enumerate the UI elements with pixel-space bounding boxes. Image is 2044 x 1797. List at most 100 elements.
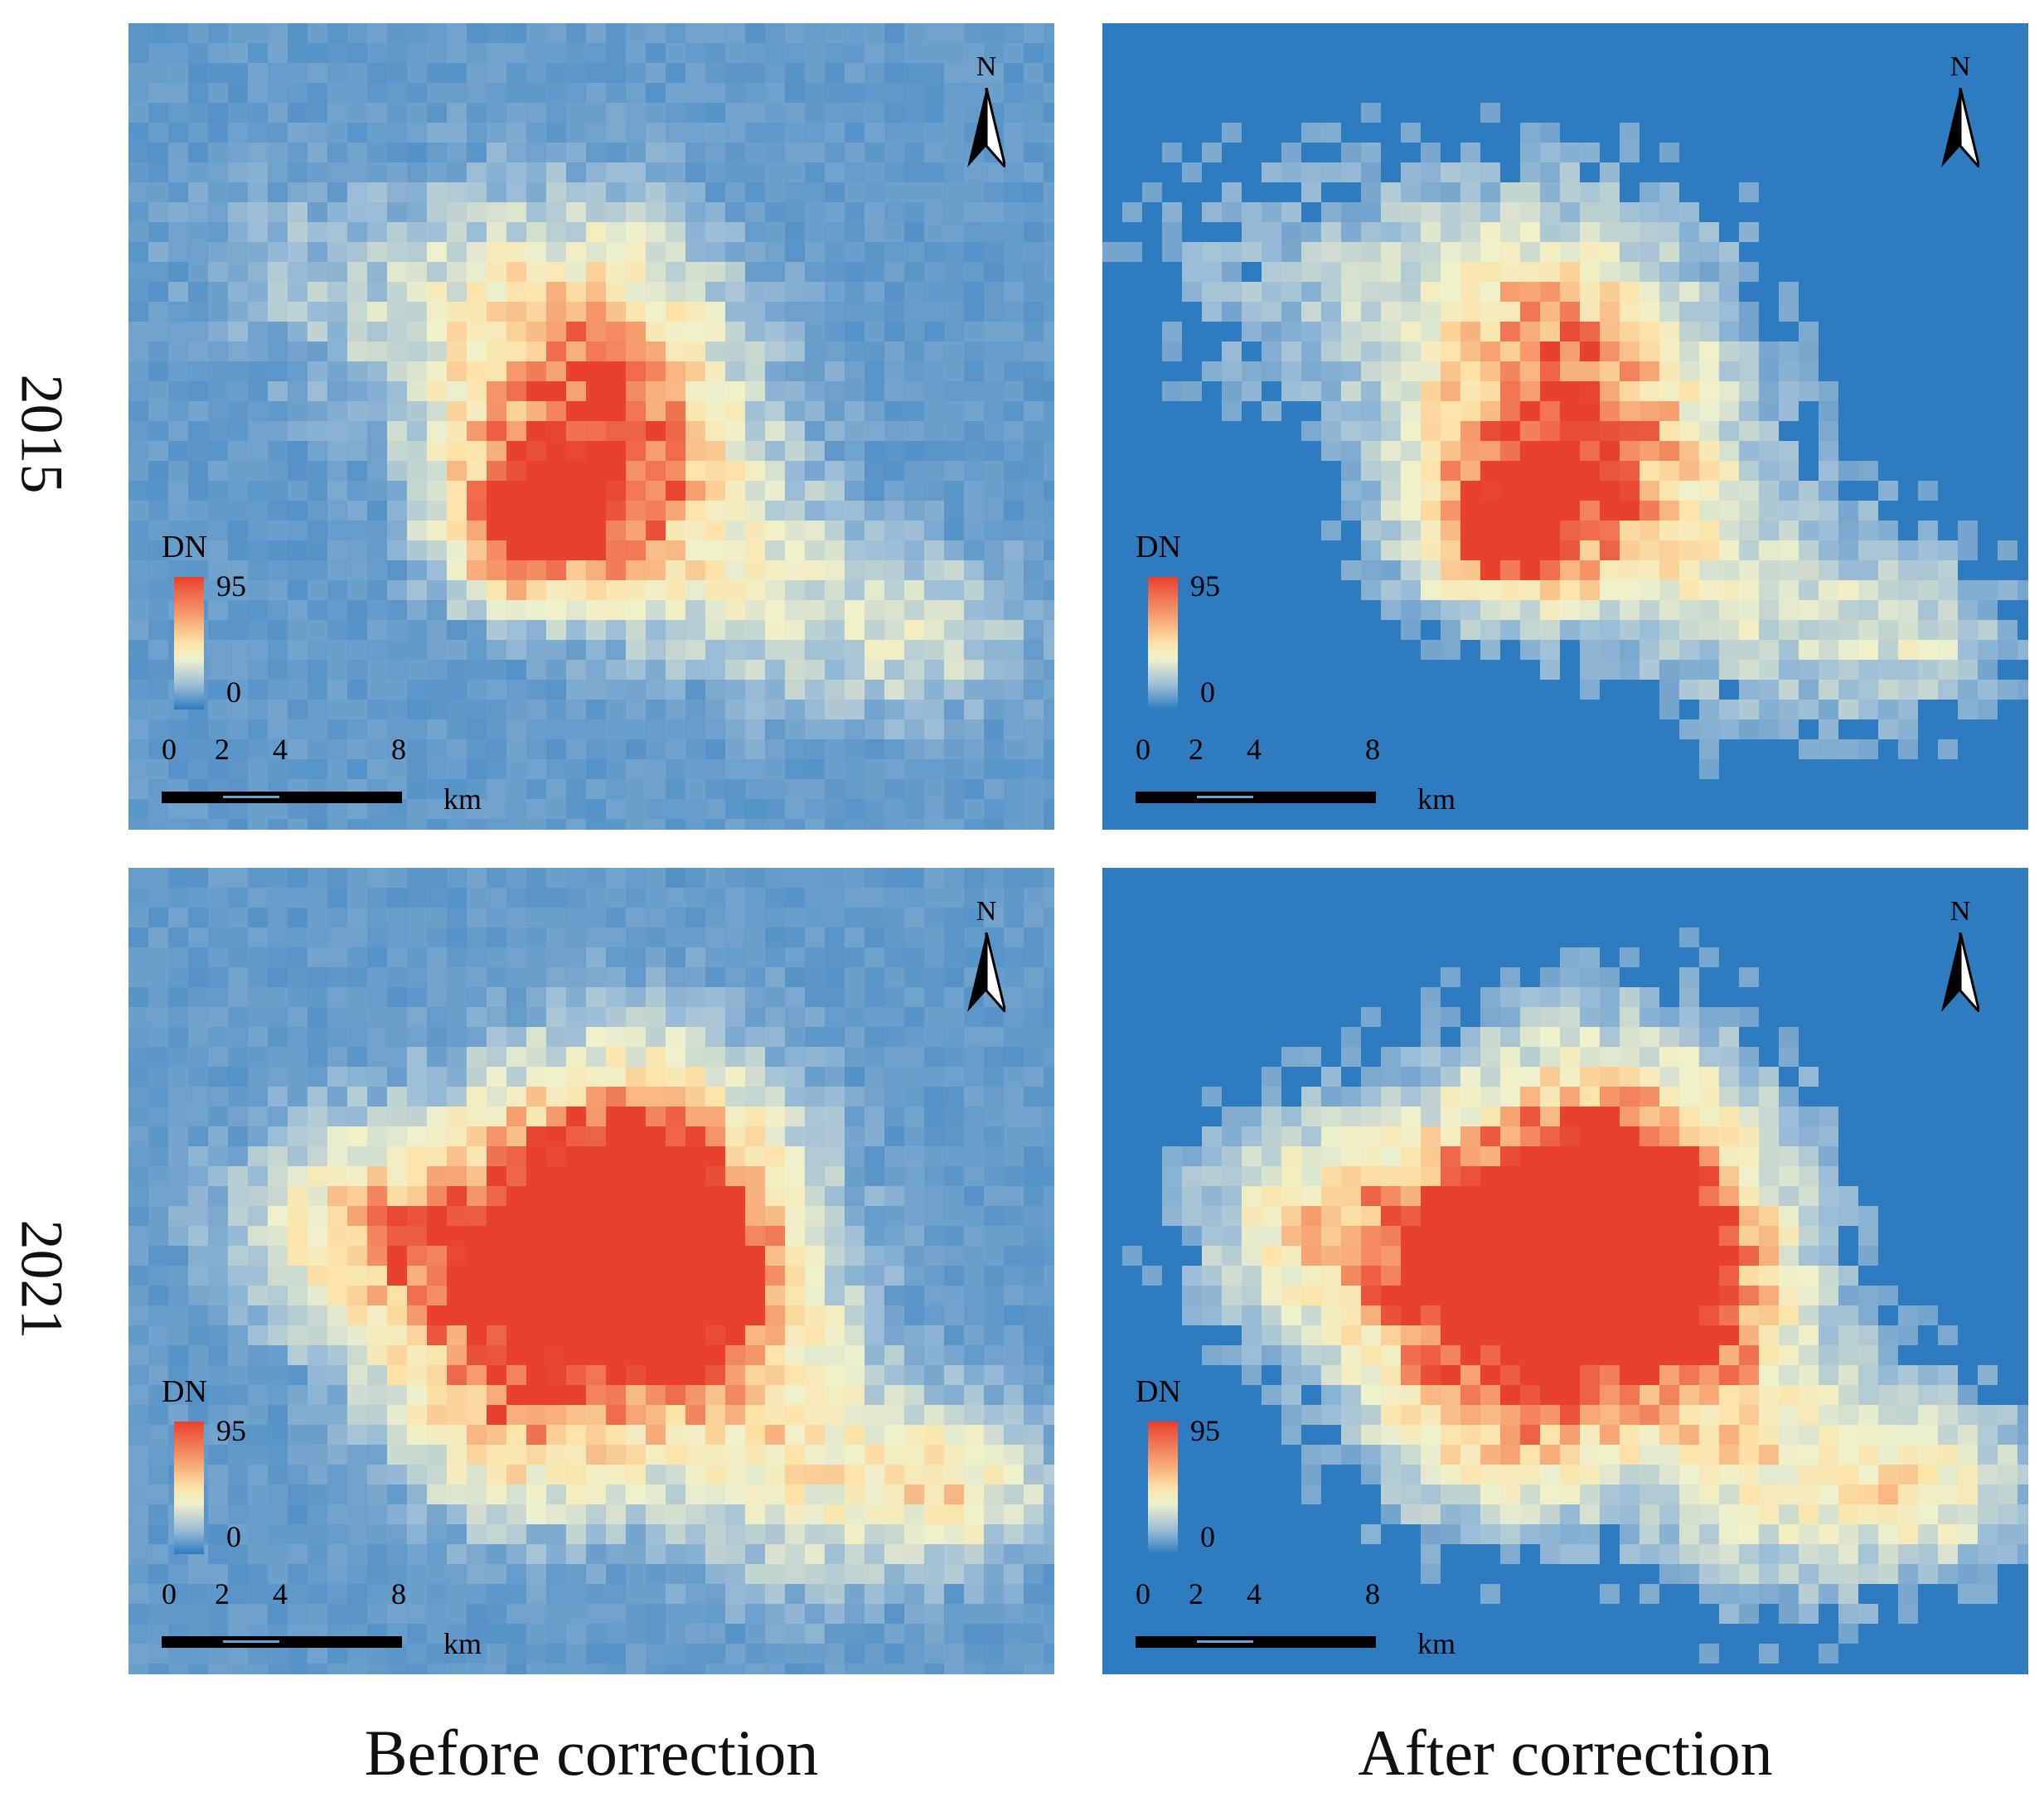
raster-cell (506, 1385, 526, 1405)
raster-cell (1480, 421, 1500, 441)
raster-cell (944, 1007, 964, 1027)
raster-cell (347, 1007, 367, 1027)
raster-cell (1620, 501, 1640, 521)
raster-cell (924, 700, 944, 719)
raster-cell (964, 1564, 984, 1584)
raster-cell (825, 1564, 845, 1584)
raster-cell (785, 928, 805, 947)
raster-cell (745, 1206, 765, 1226)
raster-cell (248, 1286, 268, 1305)
raster-cell (148, 83, 168, 103)
raster-cell (248, 759, 268, 779)
raster-cell (666, 560, 685, 580)
raster-cell (288, 381, 308, 401)
raster-cell (904, 182, 924, 202)
raster-cell (1918, 600, 1938, 620)
raster-cell (1004, 1206, 1024, 1226)
raster-cell (1500, 600, 1520, 620)
raster-cell (268, 1246, 288, 1266)
raster-cell (148, 361, 168, 381)
raster-cell (1759, 719, 1779, 739)
raster-cell (805, 1266, 825, 1286)
raster-cell (825, 282, 845, 302)
raster-cell (944, 759, 964, 779)
raster-cell (248, 302, 268, 322)
raster-cell (606, 521, 626, 540)
raster-cell (825, 928, 845, 947)
raster-cell (924, 1206, 944, 1226)
raster-cell (487, 1465, 506, 1485)
raster-cell (1699, 739, 1719, 759)
raster-cell (1938, 620, 1958, 640)
raster-cell (1004, 759, 1024, 779)
raster-cell (427, 1624, 447, 1644)
raster-cell (765, 1325, 785, 1345)
raster-cell (884, 361, 904, 381)
raster-cell (427, 441, 447, 461)
raster-cell (427, 1206, 447, 1226)
raster-cell (865, 660, 884, 680)
raster-cell (506, 361, 526, 381)
raster-cell (308, 461, 327, 481)
raster-cell (606, 759, 626, 779)
raster-cell (407, 680, 427, 700)
raster-cell (407, 1325, 427, 1345)
raster-cell (745, 63, 765, 83)
raster-cell (1898, 660, 1918, 680)
raster-cell (606, 381, 626, 401)
raster-cell (646, 162, 666, 182)
raster-cell (1044, 1266, 1054, 1286)
raster-cell (1659, 481, 1679, 501)
raster-cell (387, 908, 407, 928)
raster-cell (506, 262, 526, 282)
raster-cell (288, 1087, 308, 1107)
raster-cell (1600, 501, 1620, 521)
raster-cell (1460, 461, 1480, 481)
raster-cell (984, 1524, 1004, 1544)
raster-cell (1341, 302, 1361, 322)
raster-cell (586, 1485, 606, 1504)
raster-cell (546, 302, 566, 322)
raster-cell (1222, 282, 1242, 302)
raster-cell (666, 1067, 685, 1087)
raster-cell (825, 1644, 845, 1664)
raster-cell (1441, 1107, 1460, 1126)
raster-cell (1719, 401, 1739, 421)
raster-cell (288, 23, 308, 43)
raster-cell (1520, 987, 1540, 1007)
raster-cell (904, 23, 924, 43)
raster-cell (526, 481, 546, 501)
raster-cell (1341, 1047, 1361, 1067)
raster-cell (825, 361, 845, 381)
raster-cell (626, 739, 646, 759)
raster-cell (666, 1266, 685, 1286)
raster-cell (367, 123, 387, 143)
raster-cell (1799, 1166, 1819, 1186)
raster-cell (347, 421, 367, 441)
raster-cell (845, 1345, 865, 1365)
raster-cell (785, 23, 805, 43)
raster-cell (566, 759, 586, 779)
raster-cell (646, 1504, 666, 1524)
raster-cell (666, 1305, 685, 1325)
raster-cell (964, 540, 984, 560)
raster-cell (785, 759, 805, 779)
raster-cell (745, 1524, 765, 1544)
raster-cell (1301, 1047, 1321, 1067)
raster-cell (626, 1385, 646, 1405)
raster-cell (1301, 1087, 1321, 1107)
raster-cell (765, 1504, 785, 1524)
raster-cell (586, 1584, 606, 1604)
raster-cell (785, 1146, 805, 1166)
raster-cell (865, 1325, 884, 1345)
raster-cell (944, 1604, 964, 1624)
raster-cell (924, 1465, 944, 1485)
raster-cell (725, 481, 745, 501)
raster-cell (1560, 162, 1580, 182)
raster-cell (1480, 1087, 1500, 1107)
raster-cell (447, 1286, 467, 1305)
raster-cell (646, 83, 666, 103)
raster-cell (327, 222, 347, 242)
raster-cell (487, 1385, 506, 1405)
raster-cell (626, 580, 646, 600)
